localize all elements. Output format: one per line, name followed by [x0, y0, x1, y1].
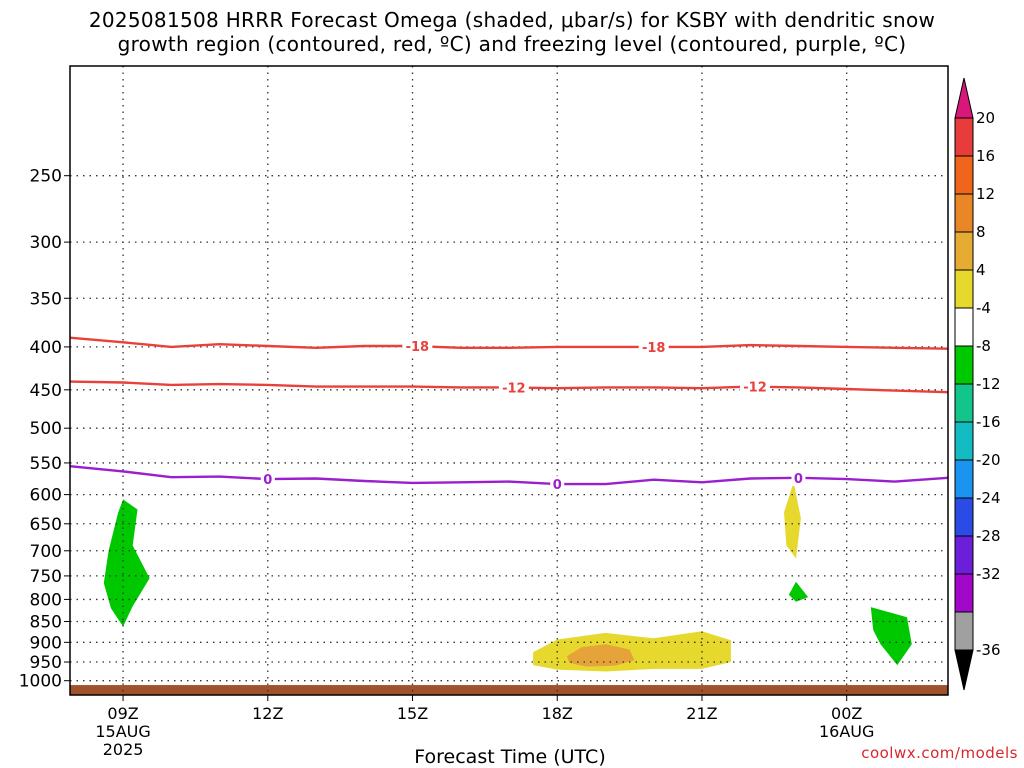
- colorbar-label-6: -8: [976, 337, 991, 355]
- contour-label-bg-2-2: [791, 469, 806, 486]
- colorbar-segment-6: [954, 345, 974, 385]
- colorbar-label-11: -28: [976, 527, 1001, 545]
- colorbar-label-13: -36: [976, 641, 1001, 659]
- chart-title-line2: growth region (contoured, red, ºC) and f…: [117, 32, 907, 56]
- contour-line-0: [69, 336, 949, 350]
- contour-label-1-0: -12: [502, 381, 526, 396]
- credit-text: coolwx.com/models: [861, 744, 1018, 762]
- colorbar-label-3: 8: [976, 223, 986, 241]
- colorbar-label-9: -20: [976, 451, 1001, 469]
- plot-frame: [69, 65, 949, 696]
- contour-label-2-1: 0: [553, 478, 562, 493]
- colorbar-segment-13: [954, 611, 974, 651]
- colorbar-label-8: -16: [976, 413, 1001, 431]
- colorbar-segment-5: [954, 307, 974, 347]
- colorbar-bottom-arrow: [954, 649, 974, 691]
- y-tick-label-900: 900: [30, 633, 62, 653]
- contour-label-bg-0-1: [638, 338, 669, 355]
- x-tick-label-09Z: 09Z: [107, 704, 138, 723]
- y-tick-label-400: 400: [30, 338, 62, 358]
- y-tick-label-300: 300: [30, 233, 62, 253]
- contour-label-bg-2-1: [550, 476, 565, 493]
- ground-band: [70, 685, 948, 695]
- colorbar-segment-1: [954, 155, 974, 195]
- x-tick-label-15Z: 15Z: [397, 704, 428, 723]
- chart-title-line1: 2025081508 HRRR Forecast Omega (shaded, …: [88, 8, 936, 32]
- contour-label-bg-0-0: [402, 338, 433, 355]
- x-tick-label-00Z: 00Z: [831, 704, 862, 723]
- x-tick-label-18Z: 18Z: [542, 704, 573, 723]
- y-tick-label-500: 500: [30, 419, 62, 439]
- contour-label-bg-1-0: [498, 379, 529, 396]
- x-axis-label: Forecast Time (UTC): [414, 746, 606, 768]
- colorbar-label-10: -24: [976, 489, 1001, 507]
- y-tick-label-600: 600: [30, 486, 62, 506]
- colorbar-segment-11: [954, 535, 974, 575]
- y-tick-label-350: 350: [30, 289, 62, 309]
- y-tick-label-250: 250: [30, 167, 62, 187]
- contour-label-2-0: 0: [263, 473, 272, 488]
- contour-label-bg-1-1: [740, 378, 771, 395]
- contour-label-0-0: -18: [406, 340, 430, 355]
- colorbar-segment-8: [954, 421, 974, 461]
- y-tick-label-850: 850: [30, 613, 62, 633]
- y-tick-label-750: 750: [30, 567, 62, 587]
- colorbar-label-12: -32: [976, 565, 1001, 583]
- colorbar-label-1: 16: [976, 147, 995, 165]
- x-tick-label-12Z: 12Z: [252, 704, 283, 723]
- colorbar-label-5: -4: [976, 299, 991, 317]
- omega-shaded-region-2: [788, 581, 809, 602]
- x-tick-date-00Z: 16AUG: [819, 722, 874, 741]
- y-tick-label-800: 800: [30, 590, 62, 610]
- x-tick-year-09Z: 2025: [103, 740, 144, 759]
- y-tick-label-1000: 1000: [19, 672, 62, 692]
- colorbar-segment-4: [954, 269, 974, 309]
- contour-label-2-2: 0: [794, 472, 803, 487]
- omega-shaded-region-3: [870, 607, 912, 666]
- contour-label-bg-2-0: [260, 471, 275, 488]
- omega-shaded-region-1: [784, 482, 801, 559]
- omega-shaded-region-5: [566, 644, 635, 667]
- colorbar-label-4: 4: [976, 261, 986, 279]
- y-tick-label-550: 550: [30, 454, 62, 474]
- colorbar-segment-2: [954, 193, 974, 233]
- colorbar-segment-10: [954, 497, 974, 537]
- contour-label-1-1: -12: [743, 381, 767, 396]
- colorbar-segment-9: [954, 459, 974, 499]
- y-tick-label-950: 950: [30, 653, 62, 673]
- contour-label-0-1: -18: [642, 341, 666, 356]
- colorbar-label-0: 20: [976, 109, 995, 127]
- colorbar-segment-0: [954, 117, 974, 157]
- omega-shaded-region-0: [103, 499, 150, 627]
- colorbar-label-7: -12: [976, 375, 1001, 393]
- colorbar-label-2: 12: [976, 185, 995, 203]
- y-tick-label-450: 450: [30, 381, 62, 401]
- colorbar-segment-12: [954, 573, 974, 613]
- colorbar-segment-7: [954, 383, 974, 423]
- y-tick-label-650: 650: [30, 515, 62, 535]
- colorbar-segment-3: [954, 231, 974, 271]
- y-tick-label-700: 700: [30, 542, 62, 562]
- x-tick-label-21Z: 21Z: [686, 704, 717, 723]
- colorbar-top-arrow: [954, 77, 974, 119]
- x-tick-date-09Z: 15AUG: [95, 722, 150, 741]
